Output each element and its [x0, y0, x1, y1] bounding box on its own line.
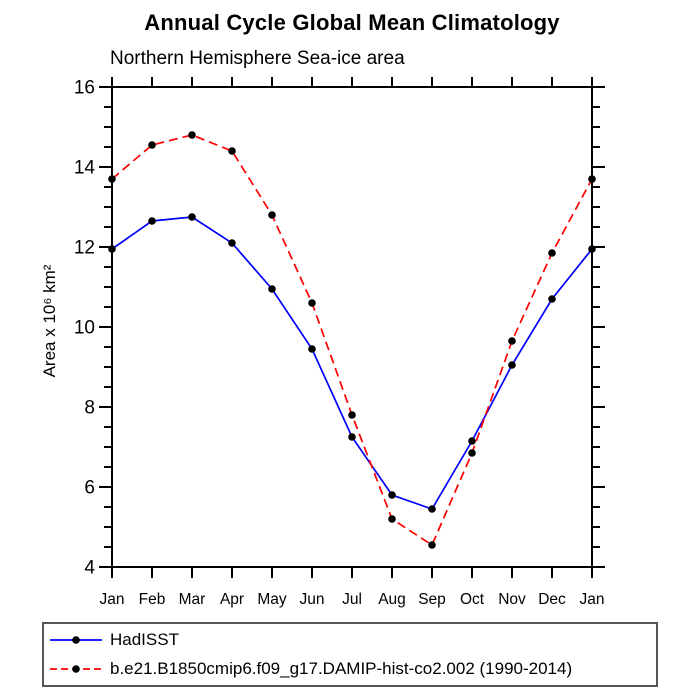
x-tick-label: Jun [300, 591, 325, 608]
x-tick-label: Dec [538, 591, 566, 608]
series-line-0 [111, 216, 593, 511]
x-tick-label: Oct [460, 591, 485, 608]
x-tick-label: Jan [580, 591, 605, 608]
x-tick-label: Jan [100, 591, 125, 608]
tick-labels: 4 6 8 10 12 14 16 Jan Feb Mar Apr May Jun Jul Aug Sep Oc… [74, 78, 605, 609]
y-tick-label: 12 [74, 238, 95, 259]
axes [99, 77, 605, 578]
legend: HadISST b.e21.B1850cmip6.f09_g17.DAMIP-h… [42, 622, 658, 687]
legend-label-hadisst: HadISST [110, 630, 179, 649]
legend-item-model: b.e21.B1850cmip6.f09_g17.DAMIP-hist-co2.… [49, 656, 656, 682]
y-tick-label: 10 [74, 318, 95, 339]
series-markers-1 [108, 131, 596, 549]
x-tick-label: Mar [179, 591, 206, 608]
x-tick-label: Jul [342, 591, 362, 608]
x-tick-label: Nov [498, 591, 526, 608]
y-tick-label: 4 [84, 558, 95, 579]
series-line-1 [111, 134, 593, 547]
y-tick-label: 16 [74, 78, 95, 99]
y-tick-label: 14 [74, 158, 96, 179]
x-tick-label: Aug [378, 591, 406, 608]
y-tick-label: 8 [84, 398, 95, 419]
legend-line-sample-dashed [50, 665, 102, 673]
legend-label-model: b.e21.B1850cmip6.f09_g17.DAMIP-hist-co2.… [110, 659, 573, 678]
legend-item-hadisst: HadISST [49, 627, 656, 653]
series-markers-0 [108, 213, 596, 513]
legend-line-sample-solid [50, 636, 102, 644]
chart-subtitle: Northern Hemisphere Sea-ice area [110, 48, 405, 69]
x-tick-label: Feb [139, 591, 166, 608]
x-tick-label: Apr [220, 591, 244, 608]
x-tick-label: May [257, 591, 287, 608]
x-tick-label: Sep [418, 591, 446, 608]
y-tick-label: 6 [84, 478, 95, 499]
chart-title: Annual Cycle Global Mean Climatology [144, 10, 560, 35]
